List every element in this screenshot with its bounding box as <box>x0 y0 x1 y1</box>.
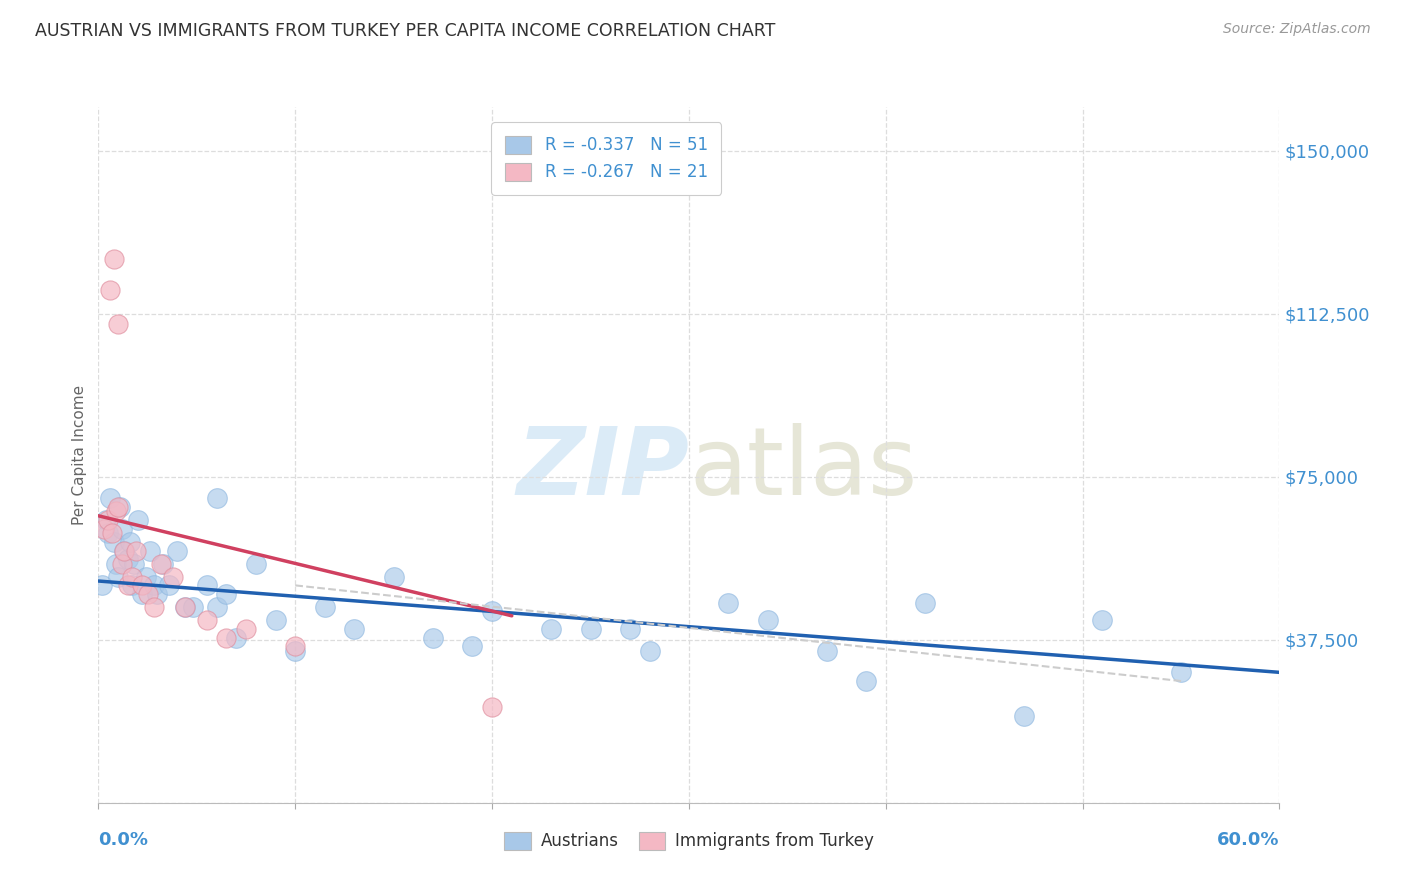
Point <box>284 639 307 653</box>
Point <box>717 596 740 610</box>
Point <box>118 535 141 549</box>
Point <box>815 643 838 657</box>
Point <box>619 622 641 636</box>
Point <box>117 552 139 566</box>
Point <box>121 570 143 584</box>
Point <box>195 613 218 627</box>
Point <box>105 557 128 571</box>
Point <box>422 631 444 645</box>
Text: 0.0%: 0.0% <box>98 830 149 848</box>
Point <box>481 605 503 619</box>
Point <box>146 587 169 601</box>
Point <box>215 631 238 645</box>
Point <box>122 557 145 571</box>
Point <box>166 543 188 558</box>
Point <box>125 543 148 558</box>
Point <box>284 643 307 657</box>
Point <box>215 587 238 601</box>
Point <box>108 500 131 514</box>
Point <box>195 578 218 592</box>
Point <box>1091 613 1114 627</box>
Point <box>914 596 936 610</box>
Point <box>107 570 129 584</box>
Point <box>121 578 143 592</box>
Point <box>174 600 197 615</box>
Text: ZIP: ZIP <box>516 423 689 515</box>
Point <box>103 535 125 549</box>
Point <box>138 543 160 558</box>
Point <box>150 557 173 571</box>
Point <box>174 600 197 615</box>
Text: atlas: atlas <box>689 423 917 515</box>
Point <box>142 578 165 592</box>
Point <box>382 570 405 584</box>
Point <box>343 622 366 636</box>
Legend: Austrians, Immigrants from Turkey: Austrians, Immigrants from Turkey <box>498 825 880 857</box>
Point <box>117 578 139 592</box>
Point <box>98 491 121 506</box>
Point <box>579 622 602 636</box>
Point <box>96 513 118 527</box>
Point <box>157 578 180 592</box>
Y-axis label: Per Capita Income: Per Capita Income <box>72 384 87 525</box>
Point <box>1012 708 1035 723</box>
Point <box>756 613 779 627</box>
Point <box>461 639 484 653</box>
Point <box>103 252 125 267</box>
Point <box>111 557 134 571</box>
Point <box>1170 665 1192 680</box>
Point <box>181 600 204 615</box>
Point <box>101 526 124 541</box>
Point <box>98 283 121 297</box>
Point <box>235 622 257 636</box>
Point <box>97 513 120 527</box>
Point <box>107 318 129 332</box>
Text: AUSTRIAN VS IMMIGRANTS FROM TURKEY PER CAPITA INCOME CORRELATION CHART: AUSTRIAN VS IMMIGRANTS FROM TURKEY PER C… <box>35 22 776 40</box>
Point <box>855 674 877 689</box>
Point <box>142 600 165 615</box>
Text: Source: ZipAtlas.com: Source: ZipAtlas.com <box>1223 22 1371 37</box>
Point <box>112 543 135 558</box>
Point <box>97 526 120 541</box>
Text: 60.0%: 60.0% <box>1218 830 1279 848</box>
Point <box>107 500 129 514</box>
Point <box>91 578 114 592</box>
Point <box>152 557 174 571</box>
Point <box>540 622 562 636</box>
Point <box>205 600 228 615</box>
Point <box>162 570 184 584</box>
Point <box>481 700 503 714</box>
Point <box>225 631 247 645</box>
Point <box>111 522 134 536</box>
Point <box>136 587 159 601</box>
Point <box>131 587 153 601</box>
Point <box>112 543 135 558</box>
Point <box>205 491 228 506</box>
Point <box>105 504 128 518</box>
Point <box>93 522 115 536</box>
Point <box>135 570 157 584</box>
Point <box>264 613 287 627</box>
Point <box>314 600 336 615</box>
Point <box>127 513 149 527</box>
Point <box>638 643 661 657</box>
Point <box>245 557 267 571</box>
Point <box>131 578 153 592</box>
